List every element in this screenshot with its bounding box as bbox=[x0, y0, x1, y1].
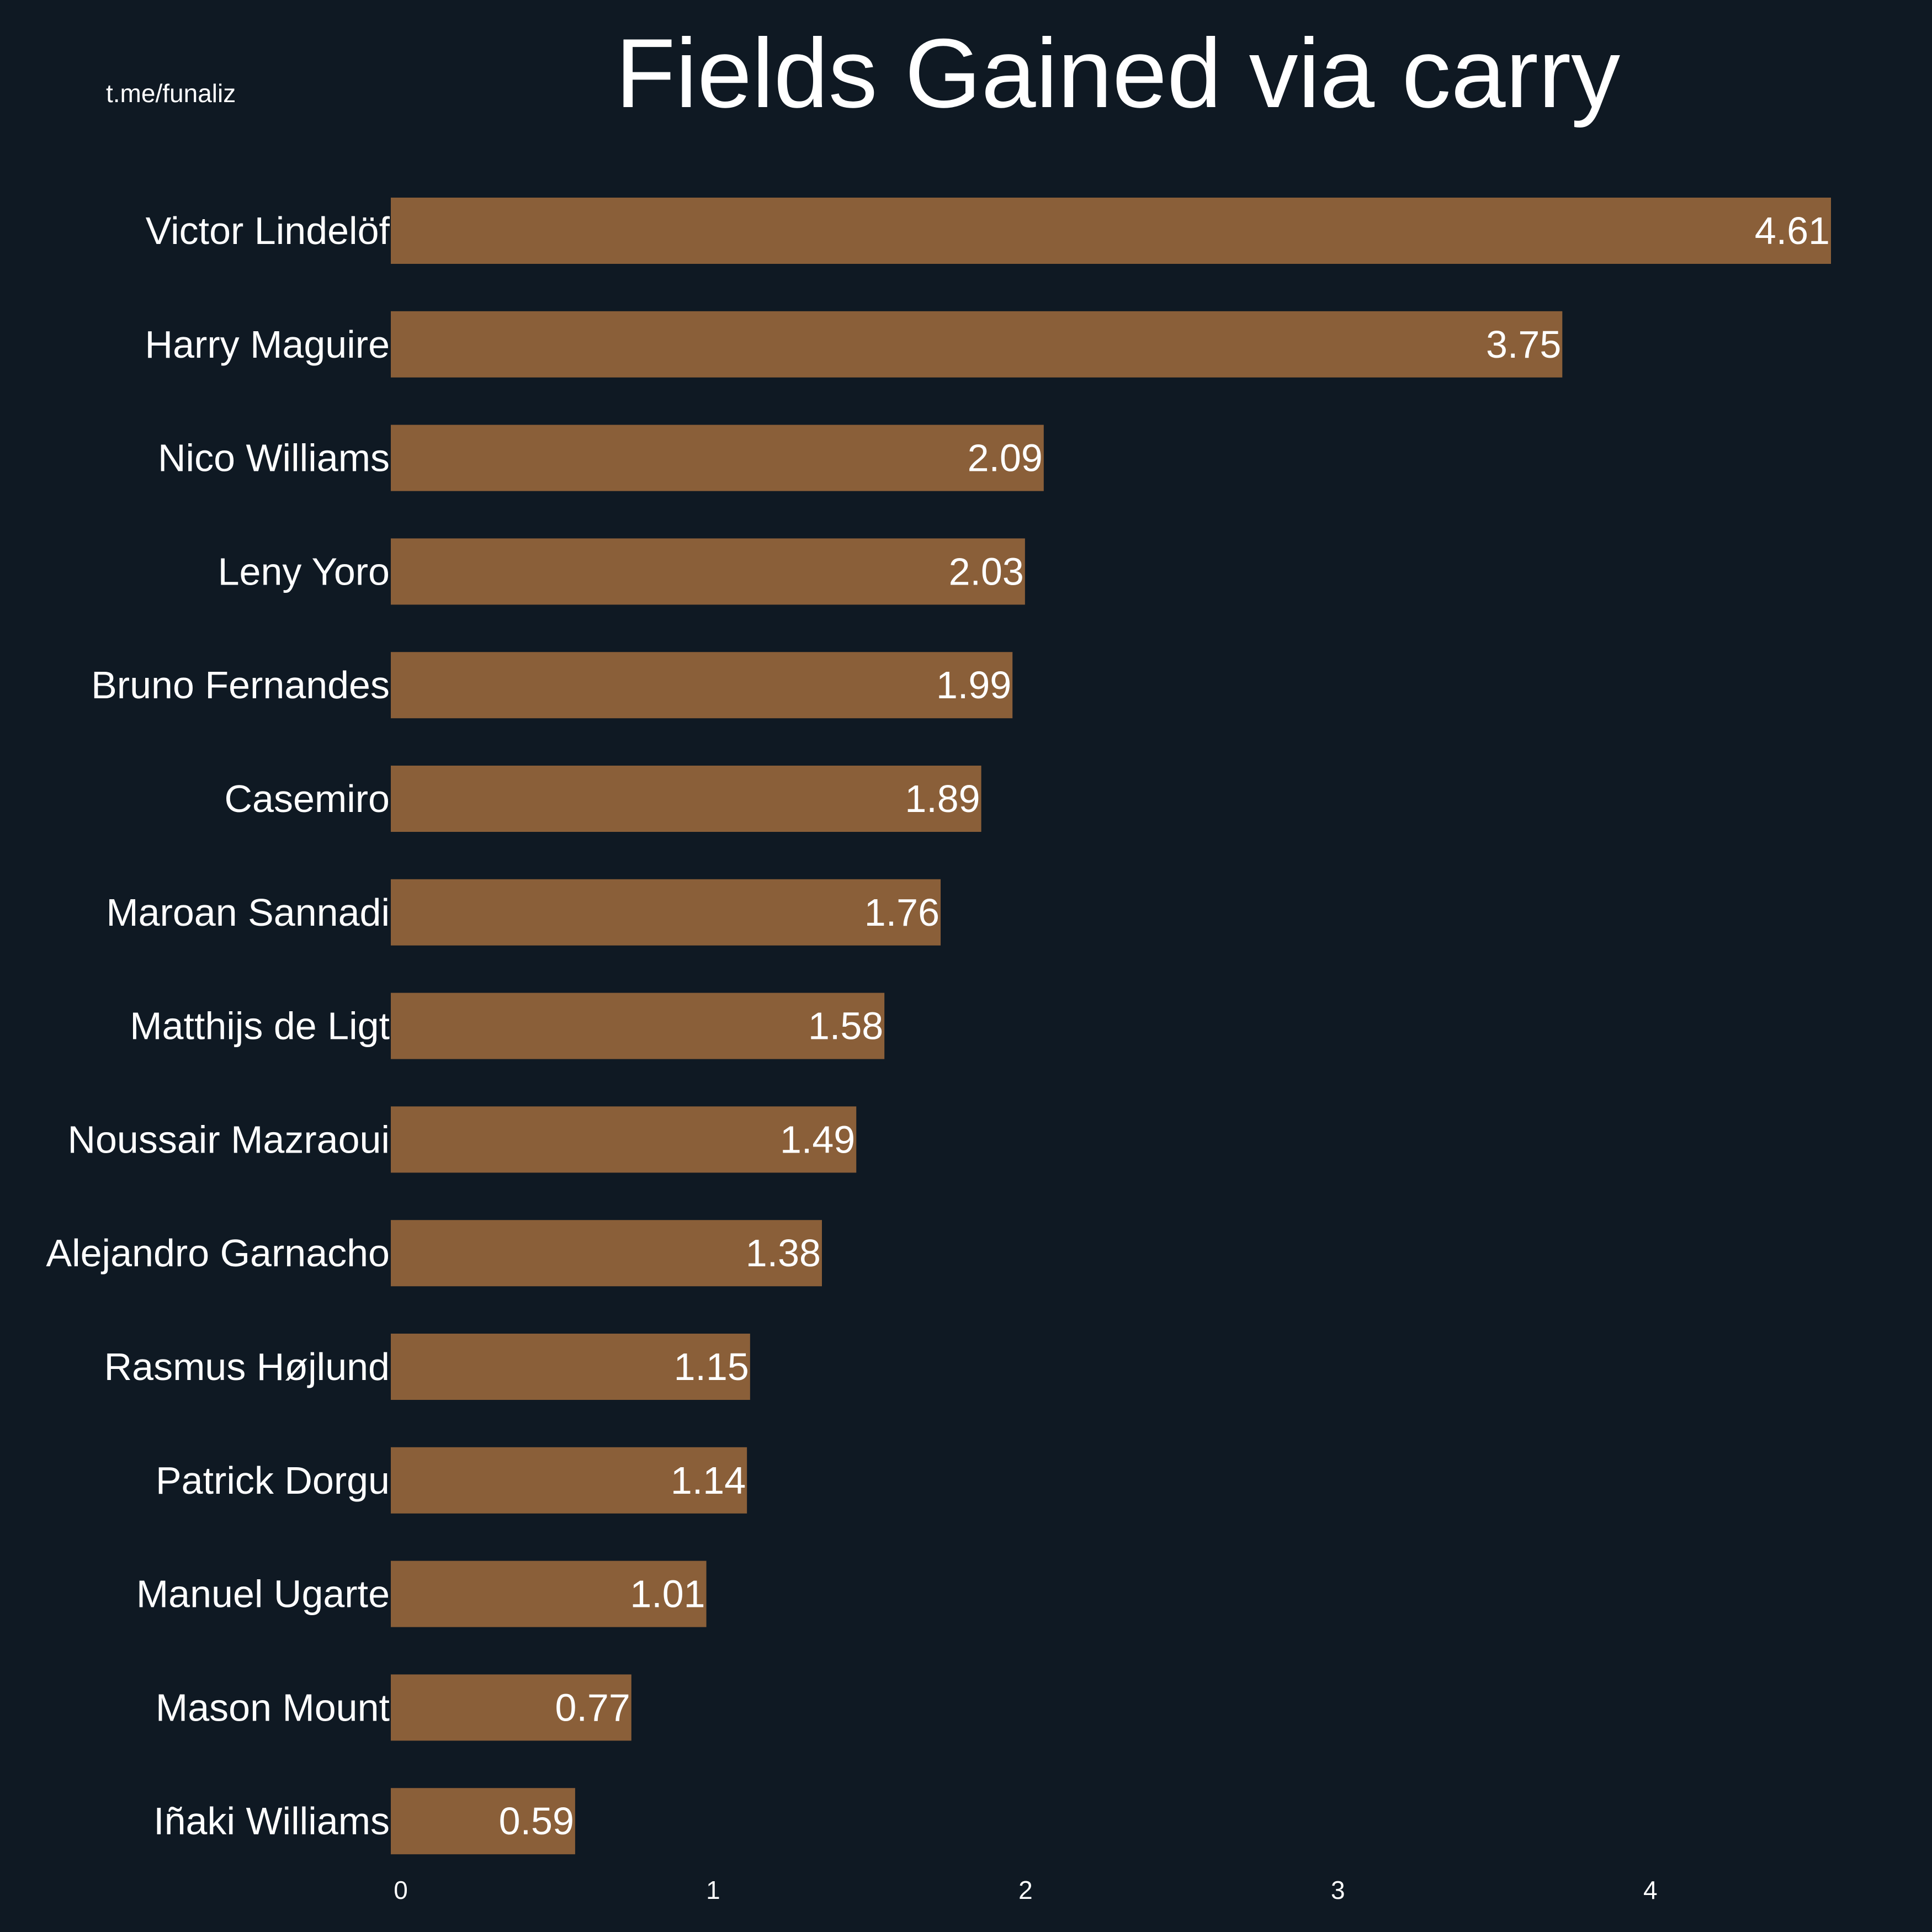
category-label: Mason Mount bbox=[156, 1686, 390, 1729]
category-label: Rasmus Højlund bbox=[104, 1345, 390, 1388]
category-label: Patrick Dorgu bbox=[156, 1459, 390, 1502]
x-tick-label: 4 bbox=[1643, 1876, 1658, 1904]
bar bbox=[391, 424, 1044, 491]
bars-group bbox=[391, 198, 1831, 1855]
bar bbox=[391, 1106, 857, 1173]
bar bbox=[391, 1334, 750, 1400]
value-label: 1.58 bbox=[808, 1005, 883, 1048]
value-label: 1.01 bbox=[630, 1573, 705, 1616]
bar bbox=[391, 198, 1831, 264]
value-label: 0.77 bbox=[555, 1686, 630, 1729]
value-label: 1.99 bbox=[936, 664, 1011, 707]
x-tick-label: 3 bbox=[1331, 1876, 1345, 1904]
x-tick-label: 2 bbox=[1018, 1876, 1033, 1904]
category-label: Harry Maguire bbox=[145, 323, 390, 366]
bar bbox=[391, 766, 981, 832]
value-label: 3.75 bbox=[1486, 323, 1561, 366]
bar bbox=[391, 1788, 575, 1855]
x-axis-ticks-group: 0 1 2 3 4 bbox=[394, 1876, 1657, 1904]
category-labels-group: Victor Lindelöf Harry Maguire Nico William… bbox=[46, 209, 390, 1843]
bar bbox=[391, 538, 1025, 605]
watermark: t.me/funaliz bbox=[106, 79, 236, 108]
category-label: Victor Lindelöf bbox=[146, 209, 390, 252]
chart-title: Fields Gained via carry bbox=[615, 18, 1621, 128]
category-label: Casemiro bbox=[224, 777, 390, 820]
value-label: 0.59 bbox=[499, 1800, 574, 1843]
bar bbox=[391, 1220, 822, 1287]
category-label: Noussair Mazraoui bbox=[67, 1118, 390, 1161]
bar bbox=[391, 311, 1563, 378]
x-tick-label: 1 bbox=[706, 1876, 720, 1904]
category-label: Matthijs de Ligt bbox=[130, 1005, 390, 1048]
value-labels-group: 4.61 3.75 2.09 2.03 1.99 1.89 1.76 1.58 1.49 1.38… bbox=[499, 209, 1830, 1843]
value-label: 1.89 bbox=[905, 777, 980, 820]
value-label: 1.76 bbox=[864, 891, 940, 934]
value-label: 1.14 bbox=[671, 1459, 746, 1502]
category-label: Nico Williams bbox=[158, 437, 390, 480]
category-label: Leny Yoro bbox=[218, 550, 390, 593]
category-label: Iñaki Williams bbox=[153, 1800, 390, 1843]
category-label: Alejandro Garnacho bbox=[46, 1232, 390, 1275]
x-tick-label: 0 bbox=[394, 1876, 408, 1904]
value-label: 1.49 bbox=[780, 1118, 855, 1161]
bar bbox=[391, 992, 885, 1059]
bar bbox=[391, 652, 1013, 719]
category-label: Maroan Sannadi bbox=[106, 891, 390, 934]
value-label: 4.61 bbox=[1755, 209, 1830, 252]
bar bbox=[391, 1447, 747, 1514]
bar bbox=[391, 1561, 707, 1627]
value-label: 2.09 bbox=[968, 437, 1043, 480]
category-label: Manuel Ugarte bbox=[136, 1573, 390, 1616]
category-label: Bruno Fernandes bbox=[91, 664, 390, 707]
bar bbox=[391, 1674, 631, 1741]
value-label: 2.03 bbox=[949, 550, 1024, 593]
value-label: 1.38 bbox=[746, 1232, 821, 1275]
value-label: 1.15 bbox=[674, 1345, 749, 1388]
bar bbox=[391, 879, 941, 946]
